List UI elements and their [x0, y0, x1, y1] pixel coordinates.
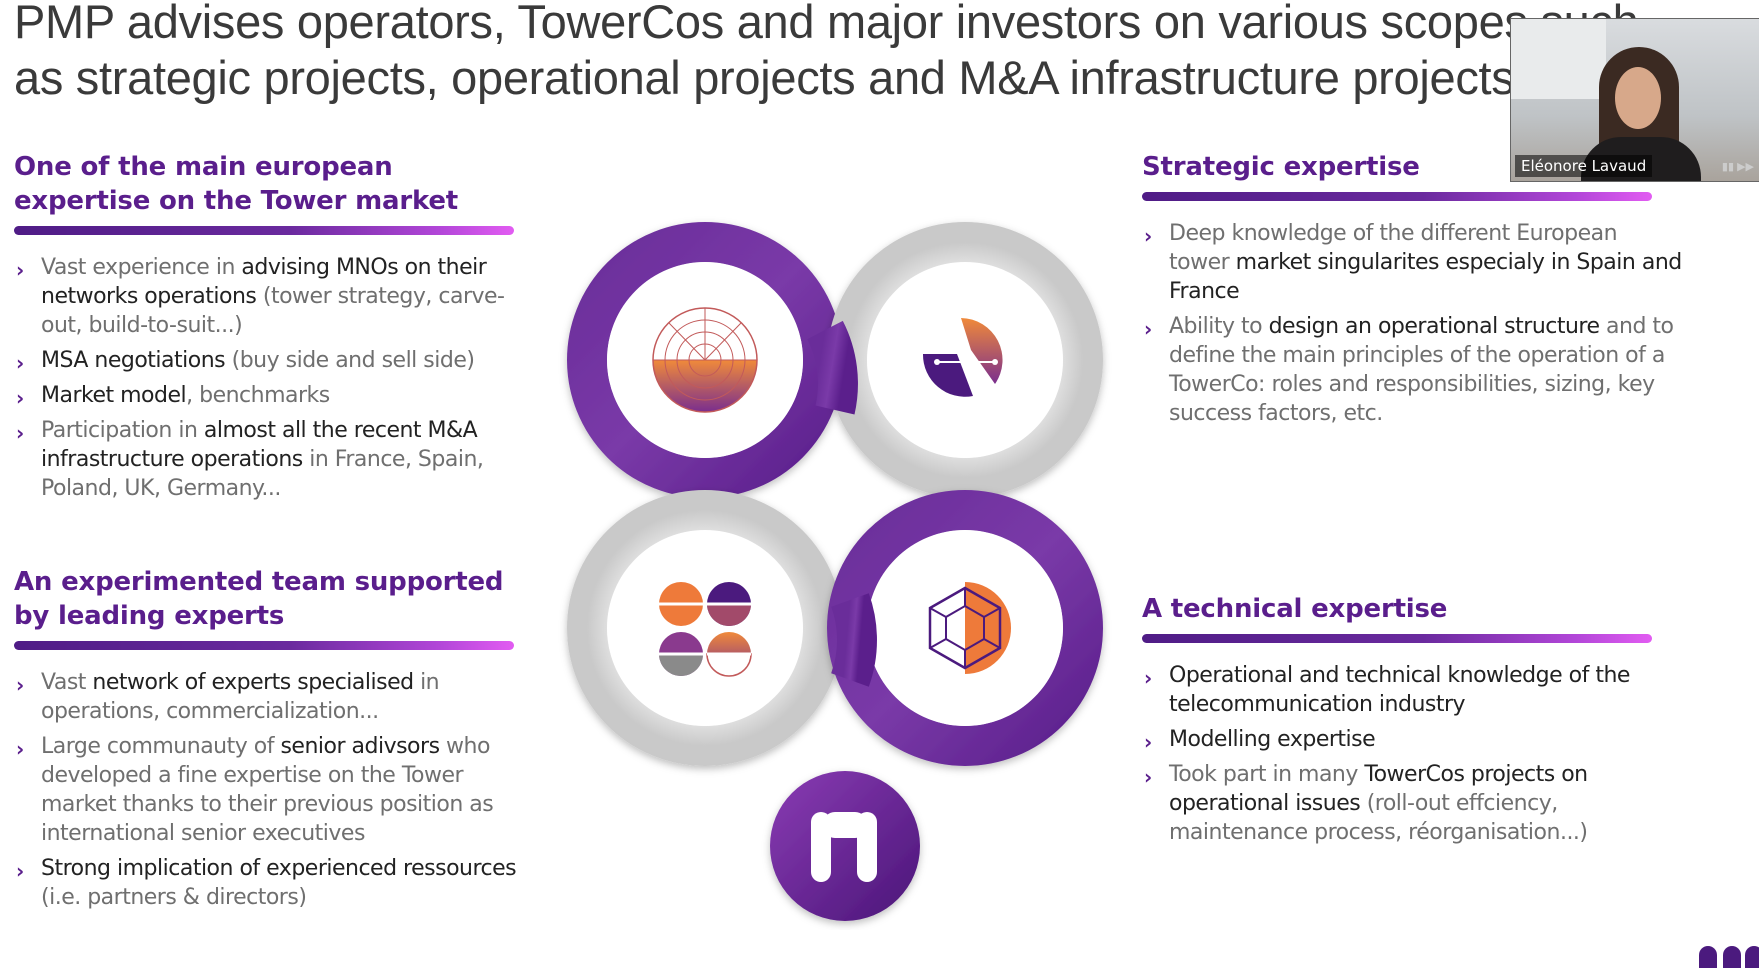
section-divider: [14, 641, 514, 650]
section-technical: A technical expertise › Operational and t…: [1142, 592, 1682, 853]
radar-icon: [652, 307, 758, 413]
bullet-text-post: , benchmarks: [186, 383, 330, 408]
chevron-right-icon: ›: [1144, 765, 1152, 789]
bullet-item: › MSA negotiations (buy side and sell sid…: [14, 346, 534, 375]
bullet-item: › Operational and technical knowledge of …: [1142, 661, 1682, 719]
bullet-text-post: in France, Spain, Poland, UK, Germany...: [41, 447, 484, 501]
bullet-text-bold: Market model: [41, 383, 187, 408]
bullet-item: › Strong implication of experienced resso…: [14, 854, 534, 912]
section-divider: [1142, 192, 1652, 201]
bullet-text-pre: Participation in: [41, 418, 204, 443]
background-cabinet: [1511, 19, 1606, 99]
section-tower-market: One of the main european expertise on th…: [14, 150, 534, 509]
bullet-item: › Market model, benchmarks: [14, 381, 534, 410]
chevron-right-icon: ›: [16, 737, 24, 761]
section-title: An experimented team supported by leadin…: [14, 567, 504, 631]
bullet-text-bold: TowerCos projects on operational issues: [1169, 762, 1588, 816]
bullet-text-bold: Operational and technical knowledge of t…: [1169, 663, 1630, 717]
bullet-list: › Vast experience in advising MNOs on the…: [14, 253, 534, 503]
video-call-thumbnail[interactable]: Eléonore Lavaud ▮▮ ▶▶: [1510, 18, 1759, 182]
bullet-text-post: (roll-out effciency, maintenance process…: [1169, 791, 1588, 845]
chevron-right-icon: ›: [16, 258, 24, 282]
bullet-item: › Vast experience in advising MNOs on the…: [14, 253, 534, 340]
quad-circles-icon: [659, 582, 752, 677]
bullet-text-bold: senior adivsors: [280, 734, 440, 759]
slide-title-line-2: as strategic projects, operational proje…: [14, 51, 1515, 104]
bullet-text-pre: Large communauty of: [41, 734, 281, 759]
bullet-list: › Vast network of experts specialised in …: [14, 668, 534, 912]
chevron-right-icon: ›: [16, 421, 24, 445]
video-controls-icon[interactable]: ▮▮ ▶▶: [1721, 161, 1754, 173]
ring-top-right: [827, 222, 1103, 498]
bullet-item: › Ability to design an operational struct…: [1142, 312, 1682, 428]
split-circle-icon: [922, 318, 1003, 397]
section-title: Strategic expertise: [1142, 152, 1420, 182]
bullet-item: › Large communauty of senior adivsors who…: [14, 732, 534, 848]
bullet-text-bold: Modelling expertise: [1169, 727, 1376, 752]
bullet-item: › Vast network of experts specialised in …: [14, 668, 534, 726]
bullet-item: › Took part in many TowerCos projects on …: [1142, 760, 1682, 847]
bullet-item: › Participation in almost all the recent …: [14, 416, 534, 503]
chevron-right-icon: ›: [1144, 317, 1152, 341]
section-divider: [14, 226, 514, 235]
bullet-text-post: (i.e. partners & directors): [41, 885, 307, 910]
hexagon-gem-icon: [928, 582, 1011, 674]
section-title: One of the main european expertise on th…: [14, 152, 459, 216]
bullet-text-post: (tower strategy, carve-out, build-to-sui…: [41, 284, 505, 338]
bullet-text-pre: Ability to: [1169, 314, 1269, 339]
chevron-right-icon: ›: [1144, 224, 1152, 248]
bullet-text-bold: design an operational structure: [1268, 314, 1600, 339]
chevron-right-icon: ›: [16, 673, 24, 697]
expertise-rings-diagram: [550, 210, 1150, 930]
section-team: An experimented team supported by leadin…: [14, 565, 534, 918]
bullet-text-bold: network of experts specialised: [92, 670, 414, 695]
bullet-text-bold: Strong implication of experienced ressou…: [41, 856, 517, 881]
section-divider: [1142, 634, 1652, 643]
bullet-text-bold: advising MNOs on their networks operatio…: [41, 255, 487, 309]
chevron-right-icon: ›: [1144, 730, 1152, 754]
chevron-right-icon: ›: [16, 386, 24, 410]
chevron-right-icon: ›: [1144, 666, 1152, 690]
bullet-text-pre: Vast: [41, 670, 93, 695]
participant-face: [1615, 67, 1661, 129]
bullet-item: › Modelling expertise: [1142, 725, 1682, 754]
bullet-text-post: and to define the main principles of the…: [1169, 314, 1674, 426]
bullet-text-pre: Deep knowledge of the different European…: [1169, 221, 1618, 275]
chevron-right-icon: ›: [16, 351, 24, 375]
bullet-text-bold: market singularites especialy in Spain a…: [1169, 250, 1682, 304]
bullet-text-bold: almost all the recent M&A infrastructure…: [41, 418, 478, 472]
slide-title: PMP advises operators, TowerCos and majo…: [14, 0, 1734, 106]
bullet-text-bold: MSA negotiations: [41, 348, 226, 373]
bullet-text-post: in operations, commercialization...: [41, 670, 440, 724]
bullet-list: › Deep knowledge of the different Europea…: [1142, 219, 1682, 428]
participant-name-label: Eléonore Lavaud: [1515, 155, 1653, 177]
bullet-text-post: (buy side and sell side): [225, 348, 475, 373]
ring-bottom-left: [567, 490, 843, 766]
section-strategic: Strategic expertise › Deep knowledge of t…: [1142, 150, 1682, 434]
section-title: A technical expertise: [1142, 594, 1448, 624]
bullet-text-pre: Took part in many: [1169, 762, 1365, 787]
chevron-right-icon: ›: [16, 859, 24, 883]
slide-title-line-1: PMP advises operators, TowerCos and majo…: [14, 0, 1639, 48]
bullet-text-pre: Vast experience in: [41, 255, 242, 280]
bullet-item: › Deep knowledge of the different Europea…: [1142, 219, 1682, 306]
bullet-text-post: who developed a fine expertise on the To…: [41, 734, 494, 846]
pmp-logo-icon: [770, 771, 920, 921]
bullet-list: › Operational and technical knowledge of …: [1142, 661, 1682, 847]
corner-brand-logo-icon: [1699, 946, 1759, 968]
